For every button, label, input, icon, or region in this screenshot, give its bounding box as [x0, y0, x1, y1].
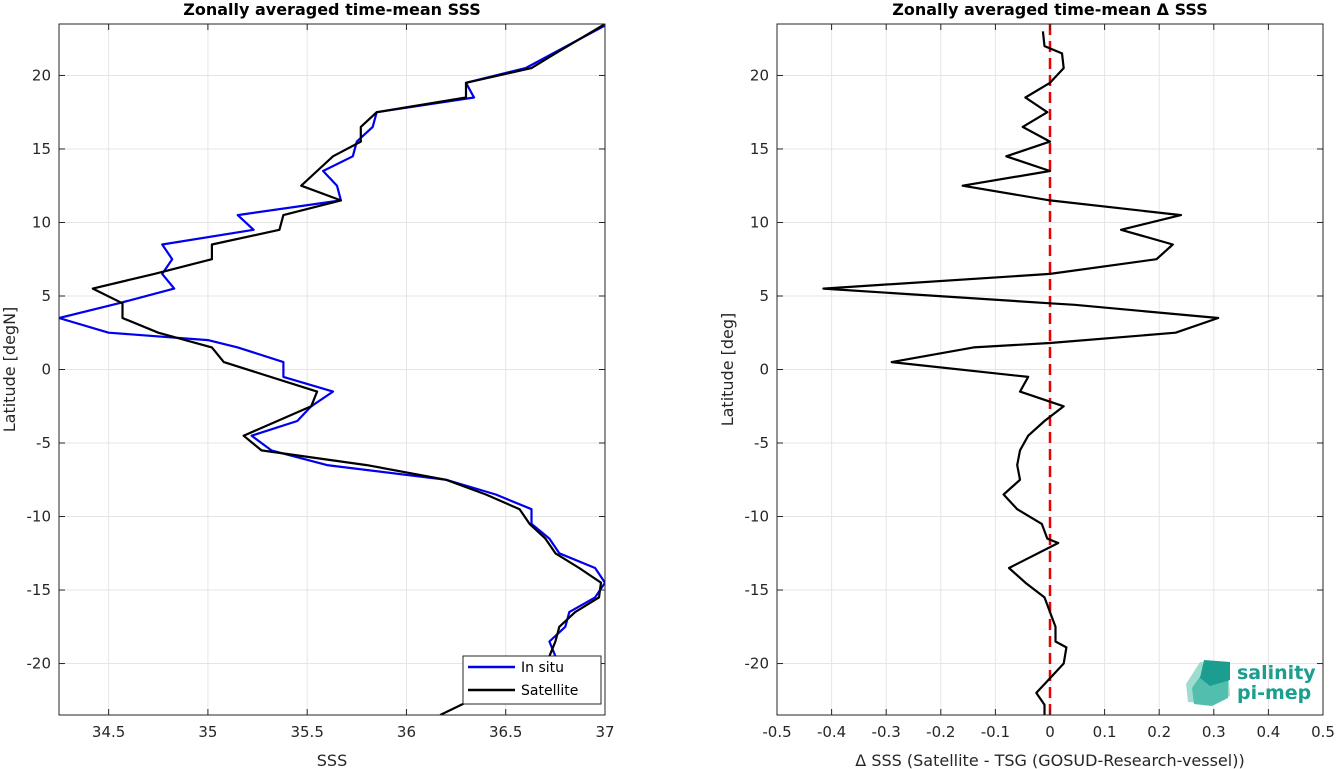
legend-box [462, 655, 602, 705]
x-tick-label: -0.4 [817, 723, 846, 741]
y-tick-label: 5 [759, 287, 769, 305]
y-tick-label: -5 [754, 434, 769, 452]
y-tick-label: -20 [27, 655, 52, 673]
y-tick-label: 10 [32, 213, 51, 231]
legend-label-in-situ: In situ [521, 660, 564, 676]
x-axis-label: Δ SSS (Satellite - TSG (GOSUD-Research-v… [855, 751, 1244, 769]
y-tick-label: -20 [745, 655, 770, 673]
right-panel-delta-sss: -0.5 -0.4 -0.3 -0.2 -0.1 0 0.1 0.2 0.3 0.4 0.5 -20 -… [718, 0, 1335, 769]
y-tick-label: 20 [32, 66, 51, 84]
y-tick-label: -15 [745, 581, 770, 599]
x-axis-label: SSS [317, 751, 347, 769]
series-line-delta-sss [822, 31, 1220, 715]
x-tick-label: -0.5 [762, 723, 791, 741]
x-tick-label: -0.2 [926, 723, 955, 741]
x-tick-label: 0.3 [1202, 723, 1226, 741]
y-tick-label: -5 [36, 434, 51, 452]
y-tick-label: -10 [745, 508, 770, 526]
y-tick-label: -10 [27, 508, 52, 526]
y-tick-label: 20 [750, 66, 769, 84]
y-tick-label: 0 [41, 361, 51, 379]
x-tick-label: 35 [198, 723, 217, 741]
x-tick-label: 36.5 [489, 723, 522, 741]
x-tick-label: 0.5 [1311, 723, 1335, 741]
y-axis-label: Latitude [degN] [0, 307, 19, 433]
y-axis-label: Latitude [deg] [718, 313, 737, 427]
x-tick-label: -0.3 [872, 723, 901, 741]
logo-wave-front [1200, 660, 1230, 686]
y-tick-label: 10 [750, 213, 769, 231]
x-tick-label: 36 [397, 723, 416, 741]
x-tick-label: 34.5 [92, 723, 125, 741]
x-tick-label: 37 [595, 723, 614, 741]
chart-title: Zonally averaged time-mean Δ SSS [892, 0, 1208, 19]
x-tick-label: 0 [1045, 723, 1055, 741]
series-line-satellite [91, 24, 605, 715]
y-tick-label: -15 [27, 581, 52, 599]
x-tick-label: 0.2 [1147, 723, 1171, 741]
y-tick-label: 15 [32, 140, 51, 158]
x-tick-label: 0.1 [1093, 723, 1117, 741]
left-panel-sss: 34.5 35 35.5 36 36.5 37 -20 -15 -10 -5 0 5 10 15 20 Zon… [0, 0, 615, 769]
logo-text-salinity: salinity [1237, 662, 1316, 684]
x-tick-label: 0.4 [1256, 723, 1280, 741]
chart-title: Zonally averaged time-mean SSS [183, 0, 481, 19]
legend: In situ Satellite [462, 655, 602, 705]
x-tick-label: -0.1 [981, 723, 1010, 741]
y-tick-label: 5 [41, 287, 51, 305]
logo-text-pi-mep: pi-mep [1237, 682, 1311, 704]
x-tick-label: 35.5 [290, 723, 323, 741]
y-tick-label: 15 [750, 140, 769, 158]
legend-label-satellite: Satellite [521, 683, 578, 699]
y-tick-label: 0 [759, 361, 769, 379]
salinity-pi-mep-logo: salinity pi-mep [1186, 660, 1316, 706]
